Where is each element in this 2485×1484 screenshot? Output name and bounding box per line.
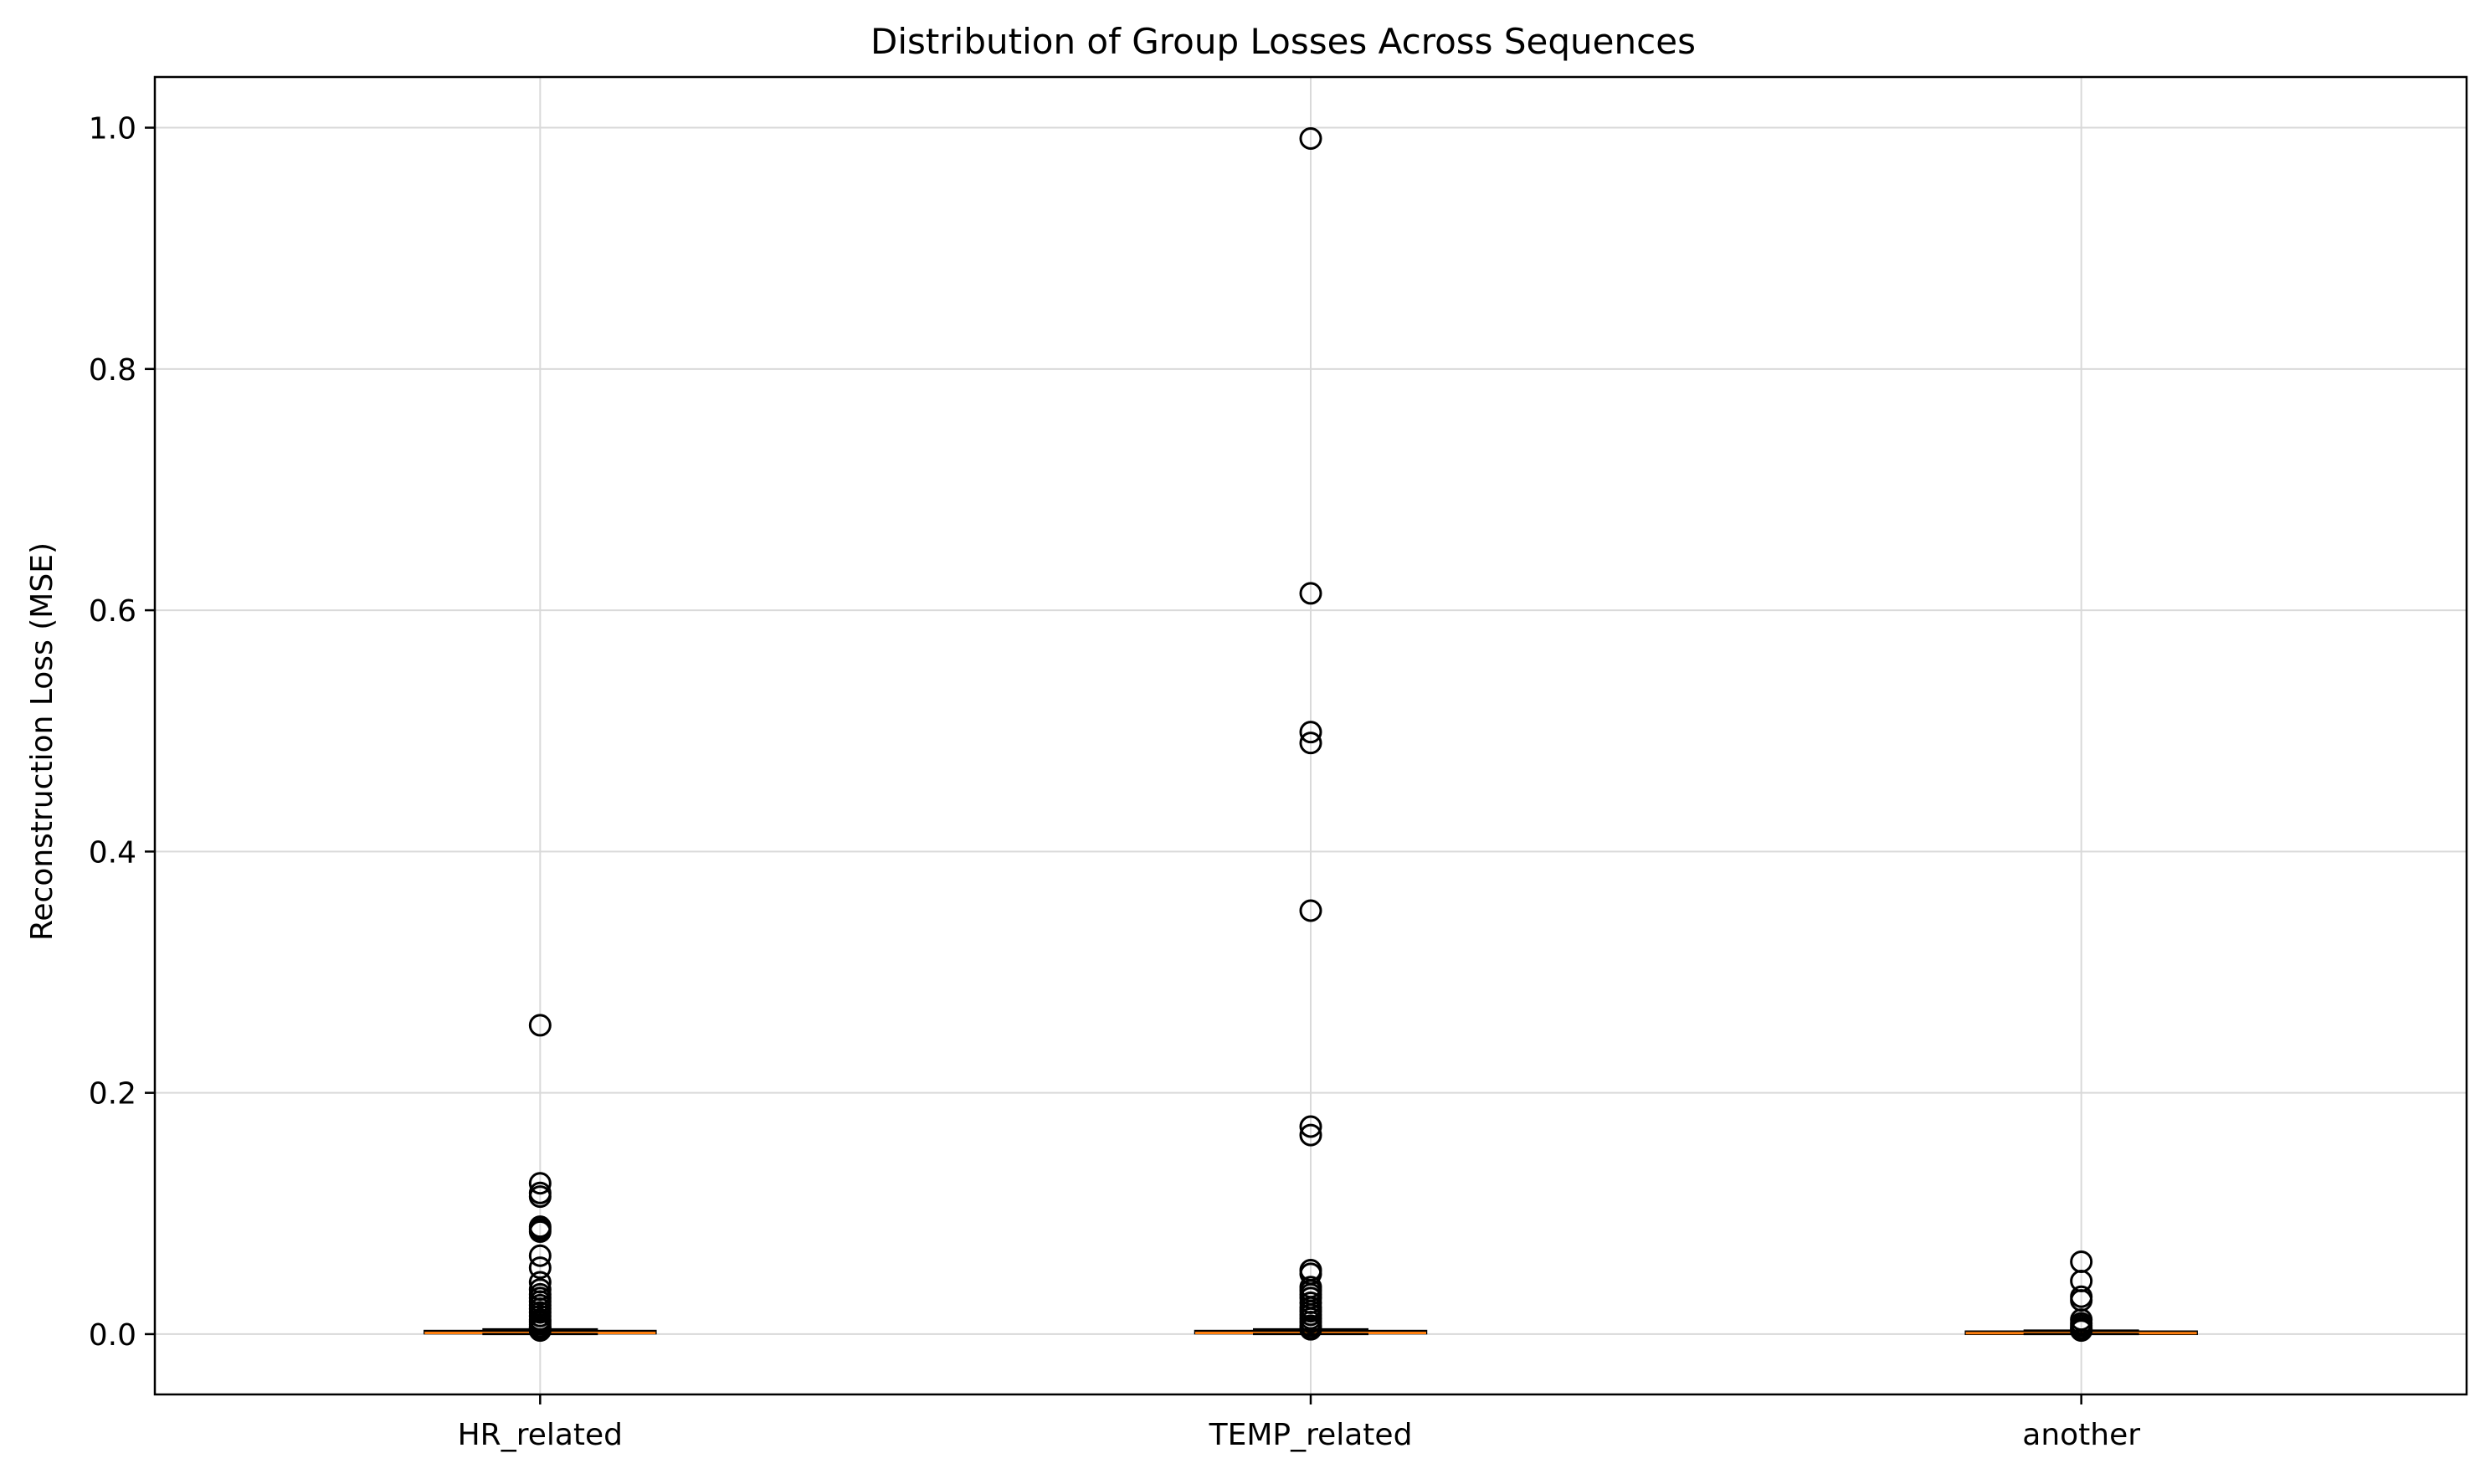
x-tick-label: TEMP_related bbox=[1209, 1418, 1413, 1452]
outlier-point bbox=[528, 1220, 552, 1243]
y-tick-label: 0.0 bbox=[89, 1318, 136, 1353]
outlier-point bbox=[528, 1319, 552, 1343]
grid-lines bbox=[155, 77, 2467, 1394]
x-tick-label: HR_related bbox=[458, 1418, 623, 1452]
y-tick-label: 0.6 bbox=[89, 594, 136, 629]
outlier-point bbox=[1299, 582, 1322, 605]
outlier-point bbox=[1299, 1123, 1322, 1147]
outlier-point bbox=[1299, 1115, 1322, 1138]
outlier-point bbox=[528, 1256, 552, 1280]
axis-ticks: 0.0 0.2 0.4 0.6 0.8 1.0 HR_related TEMP_related… bbox=[89, 112, 2141, 1452]
outlier-point bbox=[1299, 1317, 1322, 1341]
y-axis-label: Reconstruction Loss (MSE) bbox=[25, 542, 59, 941]
outlier-point bbox=[528, 1244, 552, 1267]
outlier-point bbox=[528, 1172, 552, 1195]
y-tick-label: 0.2 bbox=[89, 1077, 136, 1112]
y-tick-label: 0.8 bbox=[89, 353, 136, 388]
outlier-point bbox=[1299, 899, 1322, 922]
outlier-point bbox=[528, 1014, 552, 1037]
outlier-point bbox=[1299, 732, 1322, 755]
outlier-point bbox=[1299, 127, 1322, 151]
chart-title: Distribution of Group Losses Across Sequ… bbox=[870, 21, 1696, 62]
x-tick-label: another bbox=[2022, 1418, 2140, 1452]
outliers-group bbox=[528, 127, 2093, 1343]
y-tick-label: 1.0 bbox=[89, 112, 136, 146]
plot-area-frame bbox=[153, 75, 2468, 1396]
y-tick-label: 0.4 bbox=[89, 835, 136, 870]
outlier-point bbox=[1299, 721, 1322, 744]
outlier-point bbox=[528, 1185, 552, 1209]
outlier-point bbox=[2070, 1319, 2093, 1343]
